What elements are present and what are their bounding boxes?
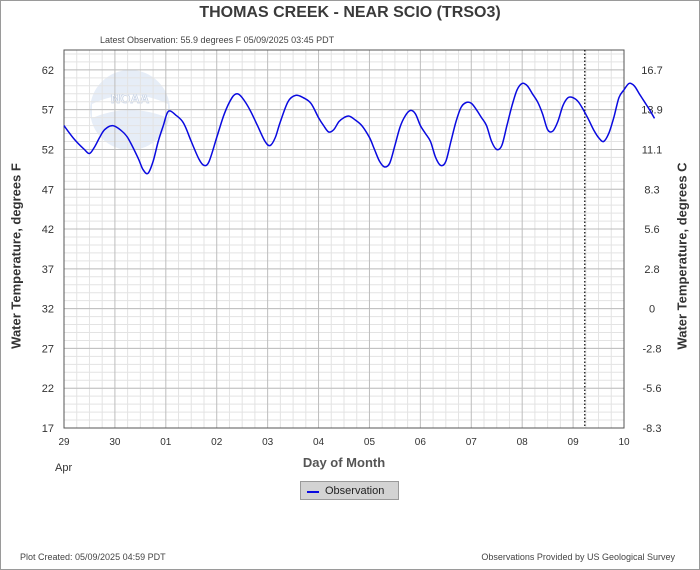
y-tick-label-right: -5.6 (643, 383, 662, 395)
x-axis-month-label: Apr (55, 462, 73, 474)
noaa-logo-text: NOAA (111, 91, 150, 106)
y-tick-label-left: 52 (42, 144, 54, 156)
x-axis: 29 30 01 02 03 04 05 06 07 08 09 10 (58, 437, 630, 448)
noaa-logo-wave (92, 95, 168, 118)
chart-title: THOMAS CREEK - NEAR SCIO (TRSO3) (199, 4, 501, 21)
grid-major (63, 50, 625, 429)
y-tick-label-right: 8.3 (644, 184, 659, 196)
x-tick-label: 03 (262, 437, 274, 448)
y-tick-label-left: 57 (42, 105, 54, 117)
y-axis-left: 17 22 27 32 37 42 47 52 57 62 (42, 65, 54, 435)
x-tick-label: 30 (109, 437, 121, 448)
x-tick-label: 10 (618, 437, 630, 448)
y-tick-label-left: 37 (42, 264, 54, 276)
x-tick-label: 07 (466, 437, 478, 448)
data-provider: Observations Provided by US Geological S… (481, 552, 675, 562)
legend-swatch-observation (307, 491, 319, 493)
y-tick-label-right: 13.9 (641, 105, 662, 117)
observation-line (63, 82, 656, 175)
latest-observation: Latest Observation: 55.9 degrees F 05/09… (100, 35, 335, 45)
x-tick-label: 06 (415, 437, 427, 448)
x-tick-label: 01 (160, 437, 172, 448)
y-tick-label-right: 5.6 (644, 224, 659, 236)
y-axis-title-left: Water Temperature, degrees F (8, 163, 24, 349)
plot-area (63, 49, 625, 429)
x-tick-label: 05 (364, 437, 376, 448)
y-tick-label-right: 11.1 (642, 144, 663, 156)
y-tick-label-left: 17 (42, 423, 54, 435)
y-tick-label-right: 0 (649, 304, 655, 316)
y-tick-label-right: -2.8 (643, 343, 662, 355)
x-tick-label: 09 (568, 437, 580, 448)
y-tick-label-right: 16.7 (641, 65, 662, 77)
x-axis-title: Day of Month (302, 455, 386, 470)
y-tick-label-left: 62 (42, 65, 54, 77)
y-tick-label-left: 42 (42, 224, 54, 236)
y-tick-label-left: 47 (42, 184, 54, 196)
y-tick-label-left: 32 (42, 304, 54, 316)
plot-created: Plot Created: 05/09/2025 04:59 PDT (20, 552, 166, 562)
x-tick-label: 29 (58, 437, 70, 448)
x-tick-label: 08 (517, 437, 529, 448)
y-tick-label-left: 27 (42, 343, 54, 355)
legend: Observation (300, 481, 399, 500)
y-axis-title-right: Water Temperature, degrees C (674, 162, 690, 350)
x-tick-label: 02 (211, 437, 223, 448)
legend-label-observation: Observation (325, 485, 385, 497)
y-tick-label-left: 22 (42, 383, 54, 395)
y-axis-right: -8.3 -5.6 -2.8 0 2.8 5.6 8.3 11.1 13.9 16.7 (641, 65, 662, 435)
x-tick-label: 04 (313, 437, 325, 448)
y-tick-label-right: 2.8 (644, 264, 659, 276)
y-tick-label-right: -8.3 (643, 423, 662, 435)
